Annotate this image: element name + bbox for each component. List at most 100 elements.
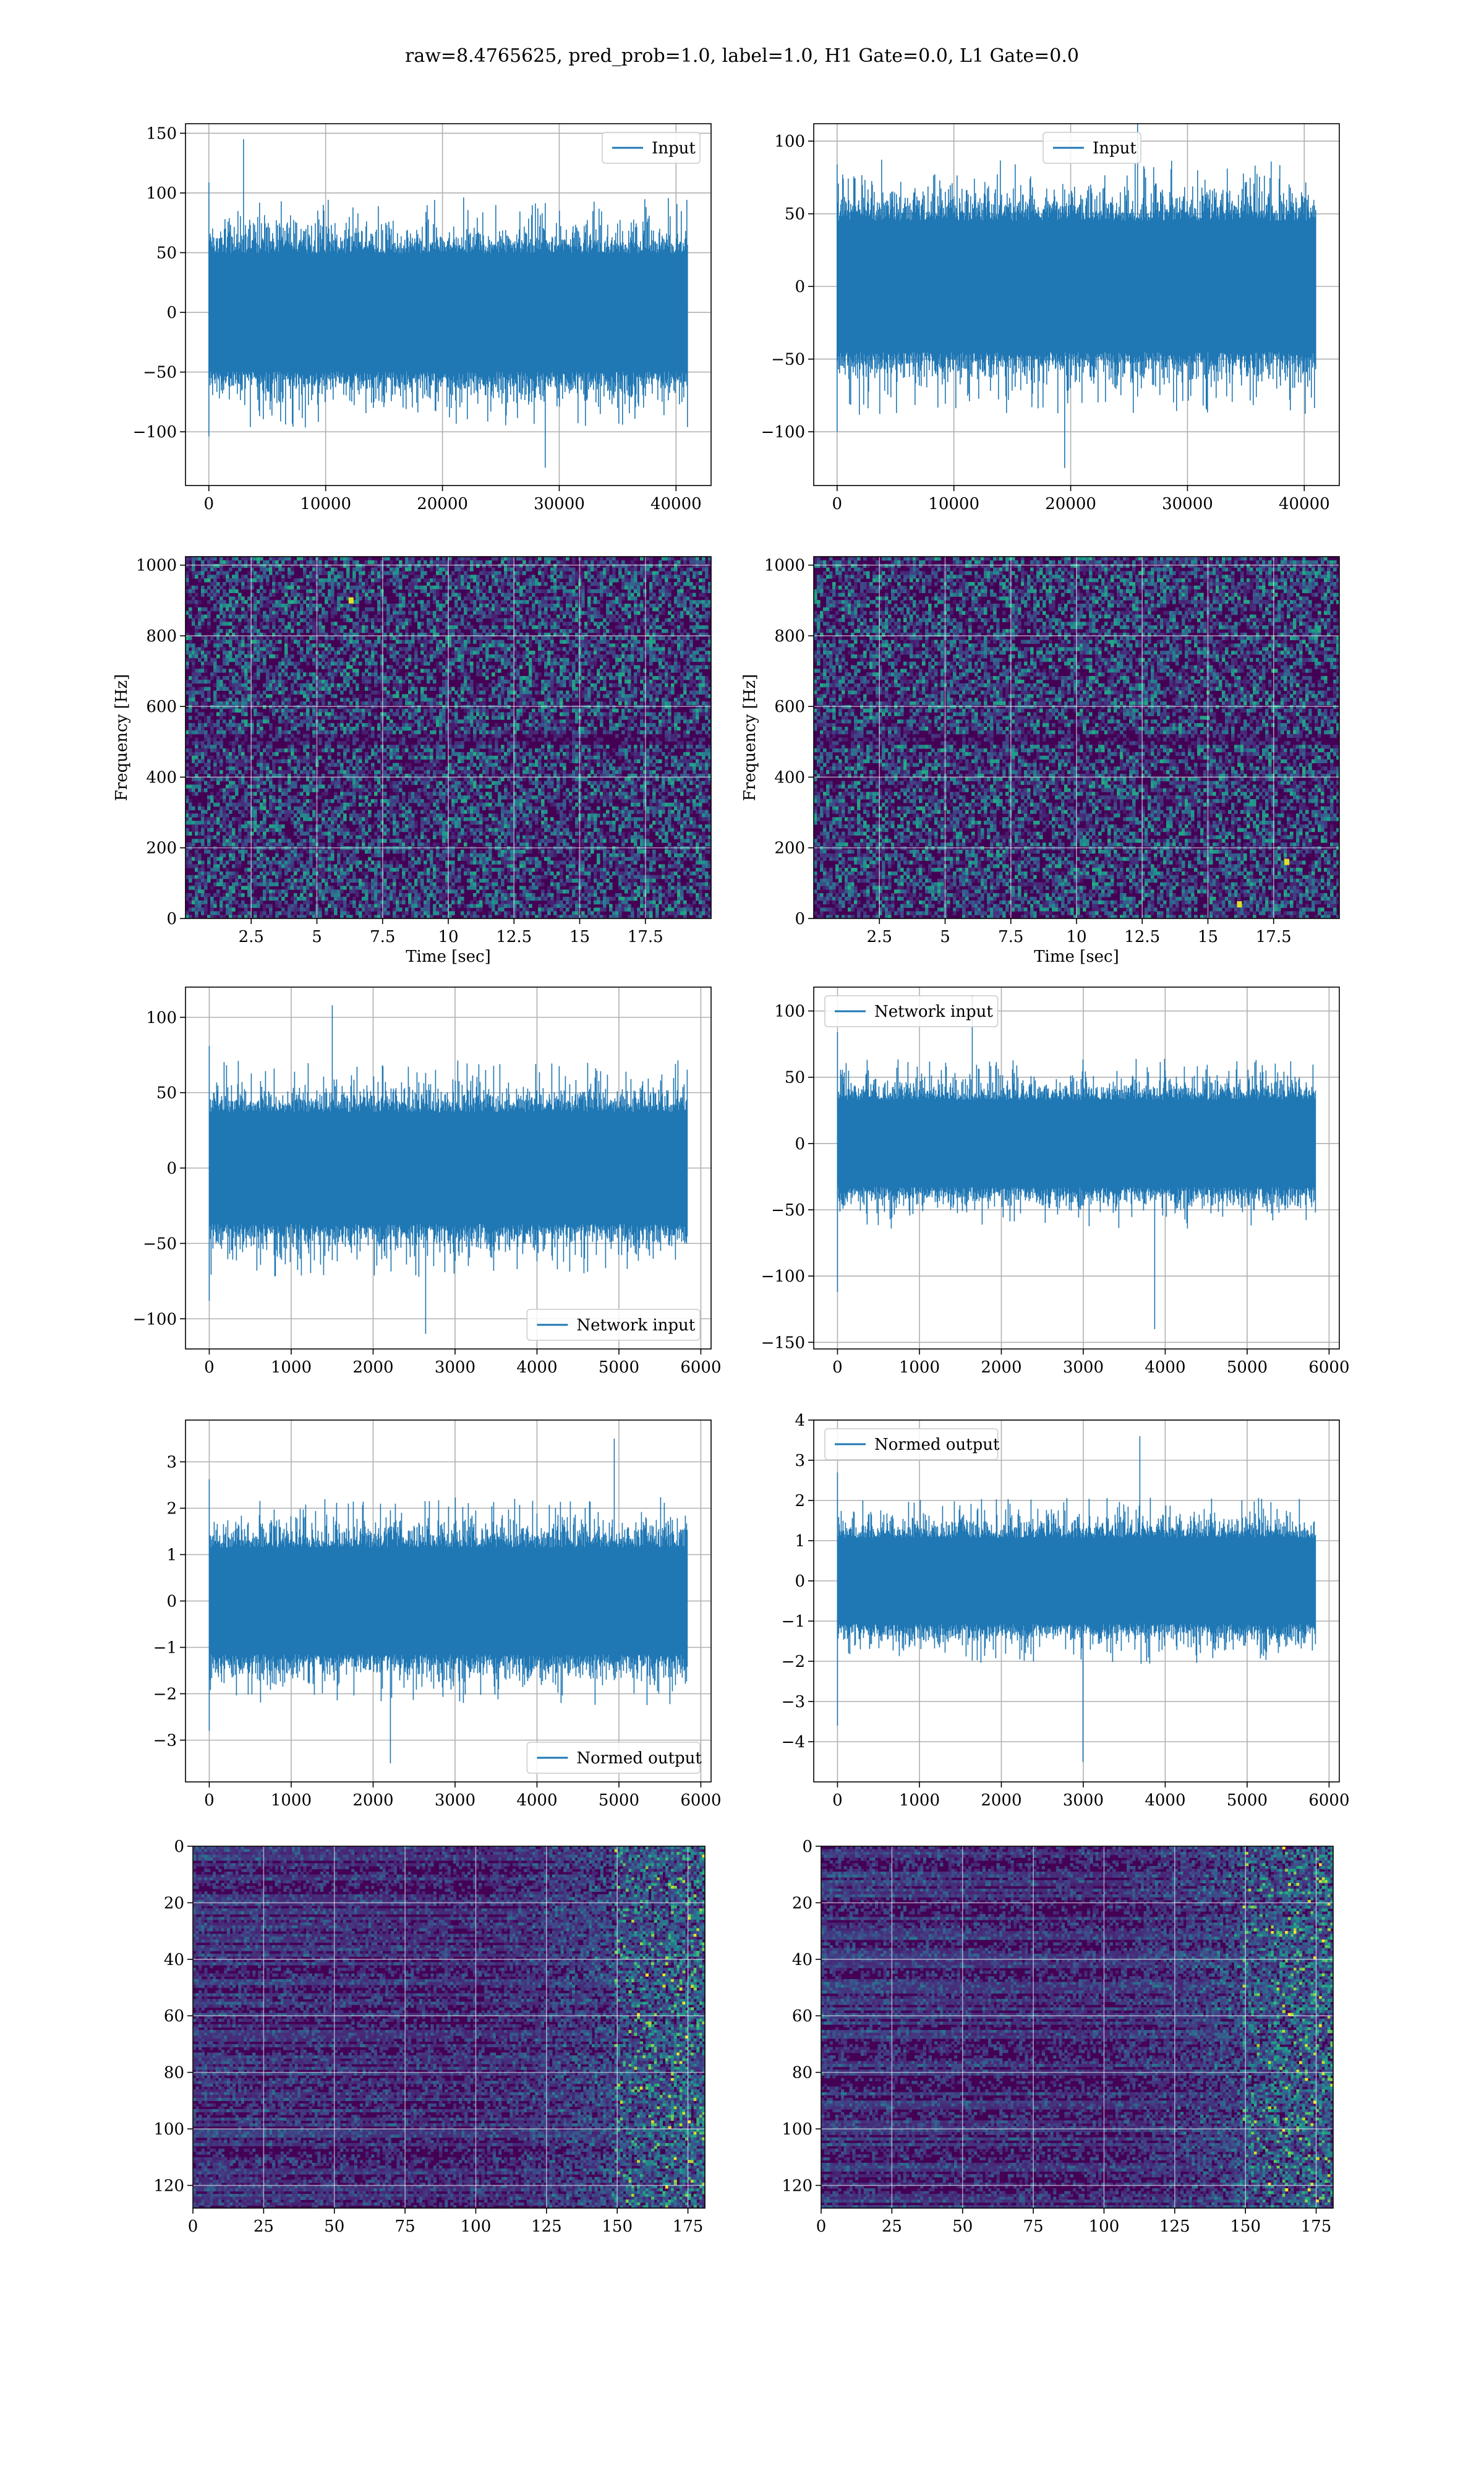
y-tick-label: −2 — [153, 1685, 177, 1704]
y-tick-label: −100 — [761, 1267, 805, 1286]
x-tick-label: 10000 — [300, 495, 351, 513]
x-tick-label: 0 — [204, 1791, 215, 1810]
y-tick-label: 400 — [774, 768, 805, 787]
x-tick-label: 50 — [952, 2217, 973, 2236]
x-tick-label: 5000 — [1227, 1358, 1268, 1377]
x-tick-label: 2.5 — [239, 928, 264, 946]
legend-label: Network input — [576, 1316, 695, 1335]
y-tick-label: 20 — [164, 1894, 184, 1912]
x-tick-label: 1000 — [899, 1791, 940, 1810]
y-tick-label: 600 — [146, 698, 177, 716]
legend-label: Input — [1093, 139, 1136, 158]
panel-l1-network-input: 0 1000 2000 3000 4000 5000 6000 −150 −100 −50 0 50 1… — [761, 987, 1350, 1377]
legend-label: Normed output — [576, 1749, 702, 1768]
x-tick-label: 10 — [438, 928, 458, 946]
y-tick-label: 0 — [166, 910, 177, 928]
y-tick-label: 0 — [166, 1160, 177, 1178]
panel-l1-spectrogram: 2.5 5 7.5 10 12.5 15 17.5 0 200 400 600 800 1000 Time… — [741, 556, 1340, 966]
x-tick-label: 40000 — [1279, 495, 1330, 513]
x-tick-label: 6000 — [1308, 1791, 1349, 1810]
y-tick-label: 100 — [146, 184, 177, 203]
y-tick-label: −50 — [771, 1201, 805, 1220]
x-tick-label: 4000 — [1145, 1358, 1185, 1377]
x-tick-label: 0 — [188, 2217, 198, 2236]
heatmap-cells — [821, 1846, 1334, 2209]
y-tick-label: 120 — [153, 2177, 184, 2195]
y-tick-label: −3 — [782, 1693, 805, 1711]
panel-l1-normed-output: 0 1000 2000 3000 4000 5000 6000 −4 −3 −2 −1 0 1 2 3 4 No… — [782, 1411, 1350, 1810]
y-tick-label: 20 — [792, 1894, 812, 1912]
x-tick-label: 0 — [204, 495, 215, 513]
y-tick-label: 2 — [166, 1500, 177, 1518]
y-tick-label: −100 — [761, 423, 805, 442]
x-tick-label: 3000 — [435, 1791, 475, 1810]
y-tick-label: 0 — [795, 1135, 805, 1154]
legend-box — [1043, 132, 1141, 164]
legend: Network input — [526, 1309, 701, 1341]
x-tick-label: 20000 — [1045, 495, 1096, 513]
y-tick-label: 1 — [166, 1546, 177, 1565]
y-tick-label: 0 — [166, 304, 177, 322]
x-tick-label: 1000 — [899, 1358, 940, 1377]
legend-label: Network input — [874, 1003, 993, 1021]
x-tick-label: 75 — [1023, 2217, 1044, 2236]
x-tick-label: 7.5 — [370, 928, 395, 946]
x-tick-label: 40000 — [650, 495, 702, 513]
y-tick-label: 0 — [166, 1593, 177, 1611]
y-tick-label: 200 — [146, 839, 177, 858]
series-core — [209, 1557, 688, 1645]
series-core — [837, 1107, 1316, 1180]
y-tick-label: 3 — [166, 1453, 177, 1472]
y-tick-label: 800 — [774, 627, 805, 646]
panel-h1-normed-output: 0 1000 2000 3000 4000 5000 6000 −3 −2 −1 0 1 2 3 Norme… — [153, 1419, 722, 1810]
legend: Network input — [824, 995, 999, 1027]
x-tick-label: 5000 — [599, 1791, 639, 1810]
x-tick-label: 3000 — [1063, 1791, 1104, 1810]
panel-l1-input: 0 10000 20000 30000 40000 −100 −50 0 50 100 Input — [761, 123, 1340, 513]
y-tick-label: −50 — [771, 351, 805, 369]
y-tick-label: 1000 — [764, 557, 805, 575]
x-tick-label: 0 — [832, 1358, 843, 1377]
axes-frame — [185, 123, 712, 486]
y-tick-label: 0 — [174, 1838, 184, 1856]
x-tick-label: 2000 — [981, 1791, 1021, 1810]
x-tick-label: 75 — [395, 2217, 416, 2236]
legend-box — [526, 1742, 701, 1774]
series-core — [837, 1545, 1316, 1617]
y-tick-label: −2 — [782, 1653, 805, 1671]
legend: Normed output — [526, 1742, 702, 1774]
x-tick-label: 1000 — [271, 1791, 312, 1810]
x-tick-label: 3000 — [435, 1358, 475, 1377]
y-tick-label: 50 — [156, 244, 177, 263]
y-tick-label: 200 — [774, 839, 805, 858]
x-tick-label: 15 — [1198, 928, 1218, 946]
x-tick-label: 4000 — [516, 1791, 557, 1810]
y-tick-label: 1000 — [136, 557, 177, 575]
x-tick-label: 0 — [204, 1358, 215, 1377]
x-tick-label: 2000 — [981, 1358, 1021, 1377]
legend-box — [824, 1428, 999, 1460]
panel-l1-feature-map: 0 25 50 75 100 125 150 175 0 20 40 60 80 100 120 — [782, 1838, 1334, 2236]
heatmap-cells — [186, 557, 712, 919]
x-tick-label: 20000 — [417, 495, 468, 513]
x-tick-label: 2000 — [352, 1358, 393, 1377]
y-tick-label: −3 — [153, 1732, 177, 1750]
y-tick-label: 400 — [146, 768, 177, 787]
y-tick-label: −150 — [761, 1333, 805, 1352]
y-tick-label: 800 — [146, 627, 177, 646]
x-tick-label: 100 — [461, 2217, 492, 2236]
x-tick-label: 17.5 — [628, 928, 663, 946]
series-core — [209, 1122, 688, 1214]
y-tick-label: 100 — [146, 1009, 177, 1027]
x-axis-label: Time [sec] — [1034, 948, 1119, 966]
y-tick-label: 1 — [795, 1532, 805, 1551]
y-tick-label: 50 — [156, 1084, 177, 1103]
figure-suptitle: raw=8.4765625, pred_prob=1.0, label=1.0,… — [405, 45, 1079, 67]
x-tick-label: 5 — [940, 928, 950, 946]
x-tick-label: 6000 — [680, 1358, 721, 1377]
y-tick-label: 3 — [795, 1452, 805, 1470]
y-tick-label: −1 — [782, 1612, 805, 1631]
y-tick-label: 40 — [792, 1951, 812, 1969]
y-tick-label: 100 — [774, 1003, 805, 1021]
